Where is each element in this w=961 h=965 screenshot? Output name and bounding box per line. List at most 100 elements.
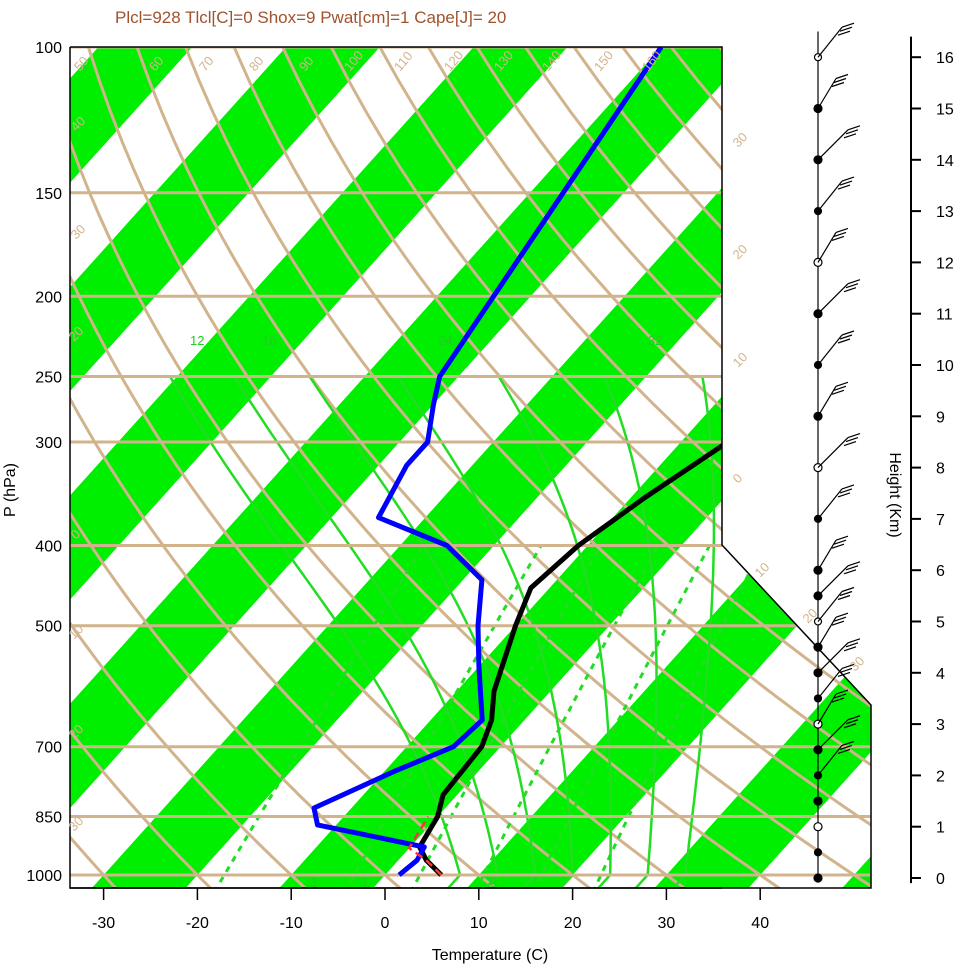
wind-feather	[841, 22, 855, 28]
wind-feather	[837, 594, 851, 601]
wind-barb	[817, 539, 837, 571]
pressure-tick-label: 100	[35, 40, 62, 57]
wind-feather	[845, 642, 859, 648]
wind-feather	[843, 287, 857, 293]
height-axis-title: Height (Km)	[886, 452, 903, 537]
wind-barb	[817, 78, 837, 109]
isotherm-label: 10	[730, 349, 751, 370]
wind-feather	[839, 26, 853, 32]
wind-feather	[841, 176, 855, 182]
dry-adiabat	[86, 47, 787, 888]
wind-feather	[839, 744, 853, 750]
wind-barb	[817, 385, 837, 417]
wind-feather	[847, 279, 861, 285]
moist-adiabat	[603, 376, 658, 888]
wind-barb	[817, 642, 849, 674]
wind-feather	[831, 389, 845, 395]
pressure-tick-label: 500	[35, 619, 62, 636]
dry-adiabat	[70, 47, 597, 888]
height-tick-label: 7	[936, 512, 945, 529]
mixing-ratio-label: 16	[262, 333, 276, 348]
parcel-curve	[407, 815, 443, 876]
temperature-tick-label: 40	[751, 915, 769, 932]
wind-barb	[817, 180, 843, 212]
wind-barb	[817, 668, 843, 699]
temperature-tick-label: 0	[381, 915, 390, 932]
dry-adiabat	[184, 47, 871, 888]
dry-adiabat	[378, 47, 871, 888]
isotherm-label: 70	[196, 53, 217, 74]
wind-feather	[839, 334, 853, 340]
height-tick-label: 11	[936, 307, 953, 324]
height-tick-label: 1	[936, 820, 945, 837]
wind-feather	[847, 715, 861, 721]
height-tick-label: 15	[936, 102, 954, 119]
height-tick-label: 5	[936, 615, 945, 632]
wind-dot	[813, 873, 823, 883]
dry-adiabat	[329, 47, 871, 888]
wind-feather	[843, 723, 857, 729]
mixing-ratio-line	[591, 544, 765, 888]
mixing-ratio-line	[212, 544, 425, 888]
wind-feather	[847, 638, 861, 644]
isotherm-label: 0	[730, 470, 746, 486]
wind-barb	[817, 232, 837, 263]
wind-feather	[845, 283, 859, 289]
wind-feather	[845, 129, 859, 135]
wind-dot	[813, 822, 823, 832]
height-tick-label: 4	[936, 666, 945, 683]
temperature-tick-label: 30	[658, 915, 676, 932]
wind-feather	[835, 612, 849, 618]
wind-feather	[831, 81, 845, 88]
isotherm-label: 30	[730, 129, 751, 150]
wind-feather	[837, 338, 851, 344]
wind-feather	[845, 719, 859, 725]
profile-curves	[311, 47, 871, 877]
x-axis-title: Temperature (C)	[432, 947, 548, 964]
wind-dot	[813, 848, 823, 857]
isotherm-label: 80	[246, 53, 267, 74]
temperature-tick-label: -20	[186, 915, 209, 932]
height-tick-label: 6	[936, 563, 945, 580]
mixing-ratio-label: 32	[648, 333, 662, 348]
dry-adiabat	[135, 47, 871, 888]
height-tick-label: 12	[936, 255, 954, 272]
wind-barb	[817, 26, 843, 58]
wind-feather	[835, 689, 849, 695]
mixing-ratio-label: 12	[190, 333, 204, 348]
pressure-tick-label: 150	[35, 186, 62, 203]
wind-feather	[847, 561, 861, 567]
wind-barb	[817, 565, 849, 597]
wind-feather	[843, 569, 857, 575]
pressure-tick-label: 300	[35, 435, 62, 452]
wind-feather	[843, 441, 857, 447]
temperature-tick-label: -10	[280, 915, 303, 932]
pressure-tick-label: 850	[35, 810, 62, 827]
wind-feather	[837, 671, 851, 678]
moist-adiabat	[169, 375, 462, 888]
wind-feather	[833, 693, 847, 699]
wind-feather	[833, 616, 847, 622]
isotherm-band	[70, 47, 568, 888]
pressure-tick-label: 250	[35, 369, 62, 386]
isotherm-label: 20	[730, 241, 751, 262]
wind-feather	[831, 620, 845, 626]
height-tick-label: 14	[936, 153, 954, 170]
moist-adiabat	[668, 376, 716, 888]
wind-feather	[845, 565, 859, 571]
mixing-ratio-label: 3	[360, 875, 367, 890]
wind-feather	[839, 667, 853, 674]
temperature-tick-label: -30	[92, 915, 115, 932]
y-axis-title: P (hPa)	[2, 463, 19, 517]
wind-feather	[837, 184, 851, 190]
dry-adiabat	[70, 47, 217, 888]
height-tick-label: 0	[936, 871, 945, 888]
moist-adiabat	[396, 375, 574, 888]
wind-barb	[817, 283, 849, 315]
wind-feather	[837, 748, 851, 754]
isotherm-label: 150	[591, 48, 616, 74]
isotherm-label: 10	[752, 559, 773, 580]
mixing-ratio-label: 3	[310, 875, 317, 890]
height-tick-label: 9	[936, 409, 945, 426]
mixing-ratio-label: 8	[490, 875, 497, 890]
